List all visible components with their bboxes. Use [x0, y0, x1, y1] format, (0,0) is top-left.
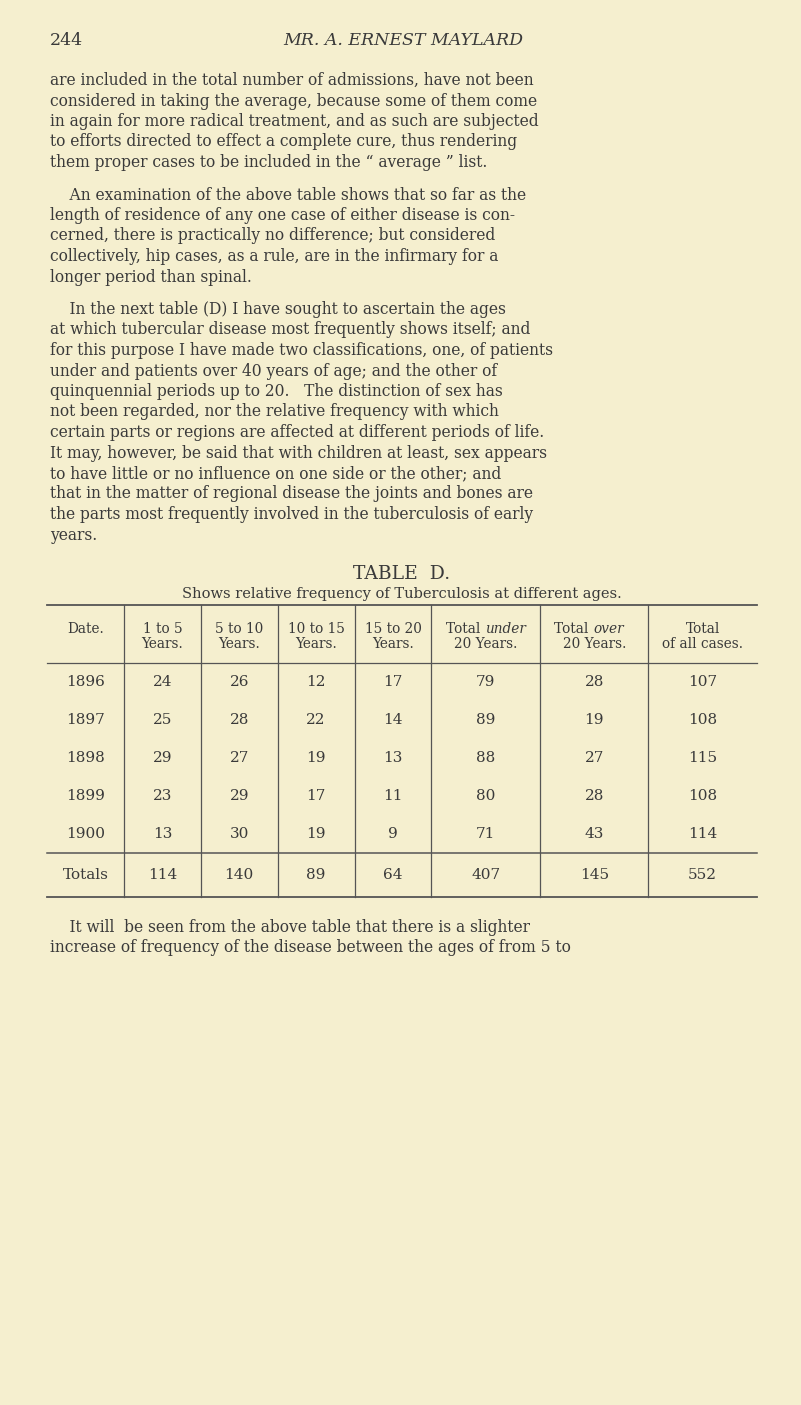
Text: the parts most frequently involved in the tuberculosis of early: the parts most frequently involved in th…	[50, 506, 533, 523]
Text: 10 to 15: 10 to 15	[288, 622, 344, 636]
Text: Total: Total	[554, 622, 594, 636]
Text: It may, however, be said that with children at least, sex appears: It may, however, be said that with child…	[50, 444, 547, 461]
Text: Shows relative frequency of Tuberculosis at different ages.: Shows relative frequency of Tuberculosis…	[182, 587, 622, 601]
Text: An examination of the above table shows that so far as the: An examination of the above table shows …	[50, 187, 526, 204]
Text: 13: 13	[153, 828, 172, 842]
Text: 43: 43	[585, 828, 604, 842]
Text: 19: 19	[585, 712, 604, 726]
Text: Years.: Years.	[142, 636, 183, 651]
Text: Years.: Years.	[296, 636, 337, 651]
Text: 13: 13	[383, 752, 403, 764]
Text: 1898: 1898	[66, 752, 105, 764]
Text: collectively, hip cases, as a rule, are in the infirmary for a: collectively, hip cases, as a rule, are …	[50, 249, 498, 266]
Text: certain parts or regions are affected at different periods of life.: certain parts or regions are affected at…	[50, 424, 544, 441]
Text: not been regarded, nor the relative frequency with which: not been regarded, nor the relative freq…	[50, 403, 499, 420]
Text: 24: 24	[152, 674, 172, 688]
Text: 64: 64	[383, 868, 403, 882]
Text: 89: 89	[476, 712, 495, 726]
Text: to have little or no influence on one side or the other; and: to have little or no influence on one si…	[50, 465, 501, 482]
Text: over: over	[594, 622, 624, 636]
Text: at which tubercular disease most frequently shows itself; and: at which tubercular disease most frequen…	[50, 322, 530, 339]
Text: 27: 27	[585, 752, 604, 764]
Text: Totals: Totals	[62, 868, 108, 882]
Text: cerned, there is practically no difference; but considered: cerned, there is practically no differen…	[50, 228, 495, 244]
Text: 9: 9	[388, 828, 398, 842]
Text: 30: 30	[230, 828, 249, 842]
Text: 1899: 1899	[66, 790, 105, 804]
Text: 17: 17	[383, 674, 403, 688]
Text: 1 to 5: 1 to 5	[143, 622, 182, 636]
Text: 29: 29	[152, 752, 172, 764]
Text: 5 to 10: 5 to 10	[215, 622, 264, 636]
Text: 20 Years.: 20 Years.	[562, 636, 626, 651]
Text: 22: 22	[306, 712, 326, 726]
Text: 27: 27	[230, 752, 249, 764]
Text: 28: 28	[585, 674, 604, 688]
Text: quinquennial periods up to 20.   The distinction of sex has: quinquennial periods up to 20. The disti…	[50, 384, 503, 400]
Text: 107: 107	[688, 674, 717, 688]
Text: longer period than spinal.: longer period than spinal.	[50, 268, 252, 285]
Text: 80: 80	[476, 790, 495, 804]
Text: It will  be seen from the above table that there is a slighter: It will be seen from the above table tha…	[50, 919, 530, 936]
Text: 114: 114	[147, 868, 177, 882]
Text: length of residence of any one case of either disease is con-: length of residence of any one case of e…	[50, 207, 515, 223]
Text: considered in taking the average, because some of them come: considered in taking the average, becaus…	[50, 93, 537, 110]
Text: Date.: Date.	[67, 622, 104, 636]
Text: 19: 19	[306, 828, 326, 842]
Text: 20 Years.: 20 Years.	[454, 636, 517, 651]
Text: 114: 114	[688, 828, 718, 842]
Text: increase of frequency of the disease between the ages of from 5 to: increase of frequency of the disease bet…	[50, 940, 571, 957]
Text: 26: 26	[229, 674, 249, 688]
Text: 407: 407	[471, 868, 501, 882]
Text: 1896: 1896	[66, 674, 105, 688]
Text: for this purpose I have made two classifications, one, of patients: for this purpose I have made two classif…	[50, 341, 553, 360]
Text: 108: 108	[688, 712, 717, 726]
Text: 28: 28	[230, 712, 249, 726]
Text: 1897: 1897	[66, 712, 105, 726]
Text: 145: 145	[580, 868, 609, 882]
Text: 23: 23	[153, 790, 172, 804]
Text: 19: 19	[306, 752, 326, 764]
Text: years.: years.	[50, 527, 97, 544]
Text: 108: 108	[688, 790, 717, 804]
Text: 244: 244	[50, 32, 83, 49]
Text: 115: 115	[688, 752, 717, 764]
Text: Total: Total	[446, 622, 485, 636]
Text: Total: Total	[686, 622, 720, 636]
Text: in again for more radical treatment, and as such are subjected: in again for more radical treatment, and…	[50, 112, 538, 131]
Text: 17: 17	[307, 790, 326, 804]
Text: 29: 29	[229, 790, 249, 804]
Text: 14: 14	[383, 712, 403, 726]
Text: under and patients over 40 years of age; and the other of: under and patients over 40 years of age;…	[50, 362, 497, 379]
Text: Years.: Years.	[372, 636, 414, 651]
Text: 140: 140	[224, 868, 254, 882]
Text: 25: 25	[153, 712, 172, 726]
Text: 79: 79	[476, 674, 495, 688]
Text: 71: 71	[476, 828, 495, 842]
Text: 12: 12	[306, 674, 326, 688]
Text: to efforts directed to effect a complete cure, thus rendering: to efforts directed to effect a complete…	[50, 133, 517, 150]
Text: TABLE  D.: TABLE D.	[353, 565, 450, 583]
Text: 15 to 20: 15 to 20	[364, 622, 421, 636]
Text: that in the matter of regional disease the joints and bones are: that in the matter of regional disease t…	[50, 486, 533, 503]
Text: 88: 88	[476, 752, 495, 764]
Text: under: under	[485, 622, 525, 636]
Text: are included in the total number of admissions, have not been: are included in the total number of admi…	[50, 72, 533, 89]
Text: 28: 28	[585, 790, 604, 804]
Text: 552: 552	[688, 868, 717, 882]
Text: 11: 11	[383, 790, 403, 804]
Text: MR. A. ERNEST MAYLARD: MR. A. ERNEST MAYLARD	[284, 32, 524, 49]
Text: 89: 89	[307, 868, 326, 882]
Text: of all cases.: of all cases.	[662, 636, 743, 651]
Text: In the next table (D) I have sought to ascertain the ages: In the next table (D) I have sought to a…	[50, 301, 506, 318]
Text: Years.: Years.	[219, 636, 260, 651]
Text: 1900: 1900	[66, 828, 105, 842]
Text: them proper cases to be included in the “ average ” list.: them proper cases to be included in the …	[50, 155, 487, 171]
